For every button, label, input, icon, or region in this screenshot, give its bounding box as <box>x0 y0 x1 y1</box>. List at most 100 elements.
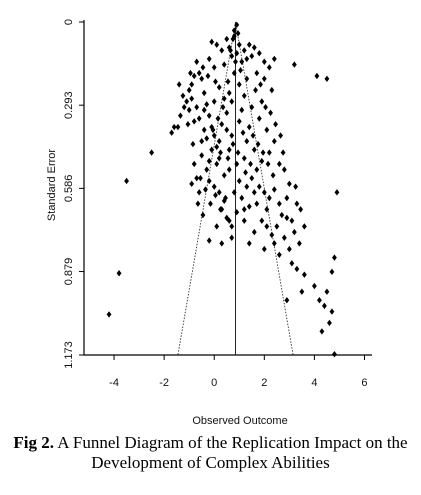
data-point <box>190 140 196 148</box>
data-point <box>239 106 245 114</box>
data-point <box>246 41 252 48</box>
data-point <box>299 288 305 295</box>
data-point <box>301 223 307 230</box>
data-point <box>261 245 267 253</box>
data-point <box>233 58 238 65</box>
data-point <box>196 115 202 122</box>
data-point <box>246 240 252 247</box>
data-point <box>276 251 282 258</box>
data-point <box>263 103 268 111</box>
data-point <box>298 206 304 213</box>
data-point <box>264 223 270 230</box>
data-point <box>241 92 247 100</box>
data-point <box>334 189 340 196</box>
data-point <box>221 61 227 68</box>
x-tick-label: 6 <box>361 377 367 389</box>
data-point <box>258 81 263 88</box>
data-point <box>291 228 297 236</box>
data-point <box>274 223 280 230</box>
data-point <box>219 120 225 128</box>
data-point <box>266 194 272 202</box>
data-point <box>269 231 275 239</box>
data-point <box>244 75 250 82</box>
data-point <box>221 95 227 102</box>
data-point <box>329 268 335 276</box>
data-point <box>251 228 257 236</box>
data-point <box>235 149 241 156</box>
data-point <box>324 288 330 295</box>
data-point <box>224 126 230 134</box>
data-point <box>211 64 217 71</box>
data-point <box>271 138 277 145</box>
data-point <box>261 58 267 65</box>
data-point <box>273 120 278 128</box>
data-point <box>226 146 232 153</box>
data-point <box>251 189 257 196</box>
data-point <box>218 149 223 156</box>
data-point <box>239 58 245 65</box>
data-point <box>289 260 295 267</box>
data-point <box>293 183 299 190</box>
data-point <box>296 240 302 247</box>
data-points <box>106 21 340 358</box>
data-point <box>314 72 320 80</box>
data-point <box>246 123 252 131</box>
data-point <box>189 180 195 188</box>
data-point <box>206 157 212 165</box>
data-point <box>219 240 225 247</box>
data-point <box>226 217 232 224</box>
data-point <box>238 67 243 74</box>
data-point <box>244 55 250 63</box>
data-point <box>199 152 205 159</box>
data-point <box>220 103 226 111</box>
funnel-plot: 0 0.293 0.586 0.879 1.173 -4 -2 0 2 4 6 Observed … <box>46 19 372 427</box>
data-point <box>176 81 182 88</box>
data-point <box>286 180 292 188</box>
data-point <box>124 177 129 185</box>
data-point <box>201 126 207 134</box>
data-point <box>322 302 327 310</box>
data-point <box>185 120 191 128</box>
data-point <box>223 194 228 202</box>
y-axis-label: Standard Error <box>46 149 58 221</box>
data-point <box>259 217 265 224</box>
data-point <box>241 217 247 224</box>
data-point <box>196 189 202 196</box>
data-point <box>268 109 273 117</box>
data-point <box>286 245 292 253</box>
data-point <box>241 47 247 54</box>
data-point <box>226 89 232 97</box>
data-point <box>271 55 277 63</box>
data-point <box>234 209 240 216</box>
data-point <box>204 166 210 173</box>
data-point <box>226 44 232 51</box>
data-point <box>206 177 212 185</box>
x-axis: -4 -2 0 2 4 6 <box>109 355 368 389</box>
data-point <box>271 186 277 193</box>
data-point <box>189 95 195 102</box>
x-tick-label: 0 <box>211 377 217 389</box>
data-point <box>284 297 290 304</box>
caption-label: Fig 2. <box>13 433 54 452</box>
data-point <box>266 64 272 71</box>
data-point <box>211 132 217 139</box>
data-point <box>186 106 192 114</box>
data-point <box>194 103 200 111</box>
data-point <box>228 47 233 54</box>
data-point <box>216 189 222 196</box>
data-point <box>194 174 200 182</box>
data-point <box>221 172 227 179</box>
data-point <box>259 157 265 165</box>
data-point <box>231 27 237 34</box>
data-point <box>289 217 295 224</box>
data-point <box>256 50 262 57</box>
data-point <box>171 123 177 131</box>
data-point <box>259 98 265 105</box>
x-tick-label: -2 <box>159 377 169 389</box>
data-point <box>199 75 205 82</box>
data-point <box>269 86 275 94</box>
plot-frame <box>83 20 372 356</box>
data-point <box>213 78 218 85</box>
data-point <box>229 52 235 60</box>
data-point <box>243 169 248 176</box>
